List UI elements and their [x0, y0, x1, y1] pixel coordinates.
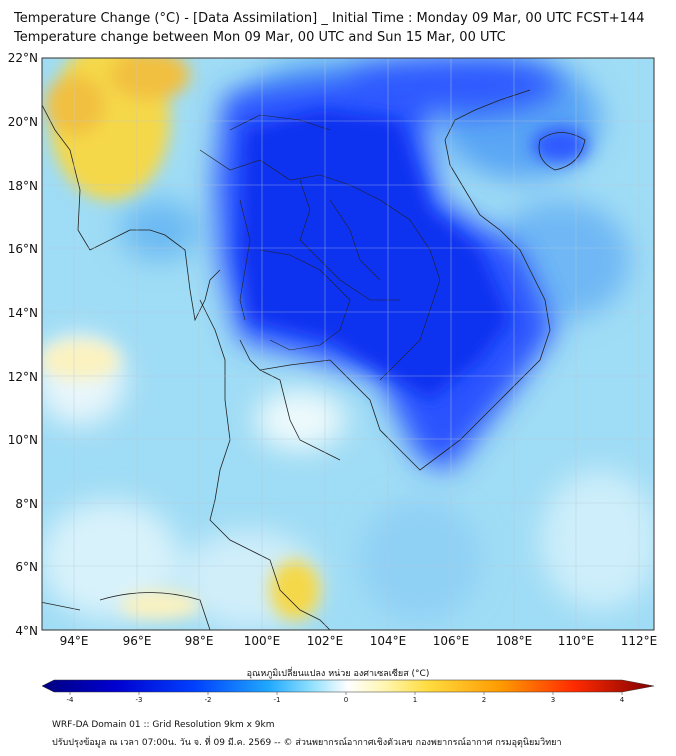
lon-axis: 94°E 96°E 98°E 100°E 102°E 104°E 106°E 1…: [60, 634, 658, 648]
lon-label: 112°E: [621, 634, 658, 648]
lon-label: 102°E: [307, 634, 344, 648]
lon-label: 100°E: [244, 634, 281, 648]
colorbar-tick: 1: [413, 696, 417, 704]
colorbar-tick: 0: [344, 696, 348, 704]
lat-label: 10°N: [8, 433, 38, 447]
borders: [199, 114, 441, 381]
lon-label: 108°E: [496, 634, 533, 648]
colorbar-tick: -2: [205, 696, 212, 704]
coastlines: [42, 89, 586, 630]
lon-label: 98°E: [185, 634, 214, 648]
lat-label: 8°N: [15, 497, 38, 511]
lat-axis: 22°N 20°N 18°N 16°N 14°N 12°N 10°N 8°N 6…: [8, 51, 38, 638]
lat-label: 14°N: [8, 306, 38, 320]
lon-label: 110°E: [558, 634, 595, 648]
colorbar: -4 -3 -2 -1 0 1 2 3 4: [41, 679, 655, 704]
lon-label: 104°E: [370, 634, 407, 648]
colorbar-tick: -3: [136, 696, 143, 704]
colorbar-tick: 4: [620, 696, 625, 704]
chart-subtitle: Temperature change between Mon 09 Mar, 0…: [14, 30, 506, 45]
lat-label: 4°N: [15, 624, 38, 638]
lat-label: 18°N: [8, 179, 38, 193]
footer-model-info: WRF-DA Domain 01 :: Grid Resolution 9km …: [52, 720, 275, 730]
lat-label: 12°N: [8, 370, 38, 384]
chart-title: Temperature Change (°C) - [Data Assimila…: [14, 11, 645, 26]
colorbar-tick: 3: [551, 696, 555, 704]
lon-label: 96°E: [123, 634, 152, 648]
lon-label: 94°E: [60, 634, 89, 648]
gridlines: [42, 58, 654, 630]
lat-label: 6°N: [15, 560, 38, 574]
plot-frame: [41, 57, 655, 631]
colorbar-tick: -4: [67, 696, 75, 704]
colorbar-label: อุณหภูมิเปลี่ยนแปลง หน่วย องศาเซลเซียส (…: [246, 669, 430, 679]
colorbar-tick: -1: [274, 696, 281, 704]
lat-label: 16°N: [8, 242, 38, 256]
footer-credit: ปรับปรุงข้อมูล ณ เวลา 07:00น. วัน จ. ที่…: [52, 738, 562, 748]
temperature-field: [42, 58, 654, 630]
colorbar-ramp: [41, 679, 655, 693]
lon-label: 106°E: [433, 634, 470, 648]
lat-label: 22°N: [8, 51, 38, 65]
colorbar-tick: 2: [482, 696, 486, 704]
lat-label: 20°N: [8, 115, 38, 129]
